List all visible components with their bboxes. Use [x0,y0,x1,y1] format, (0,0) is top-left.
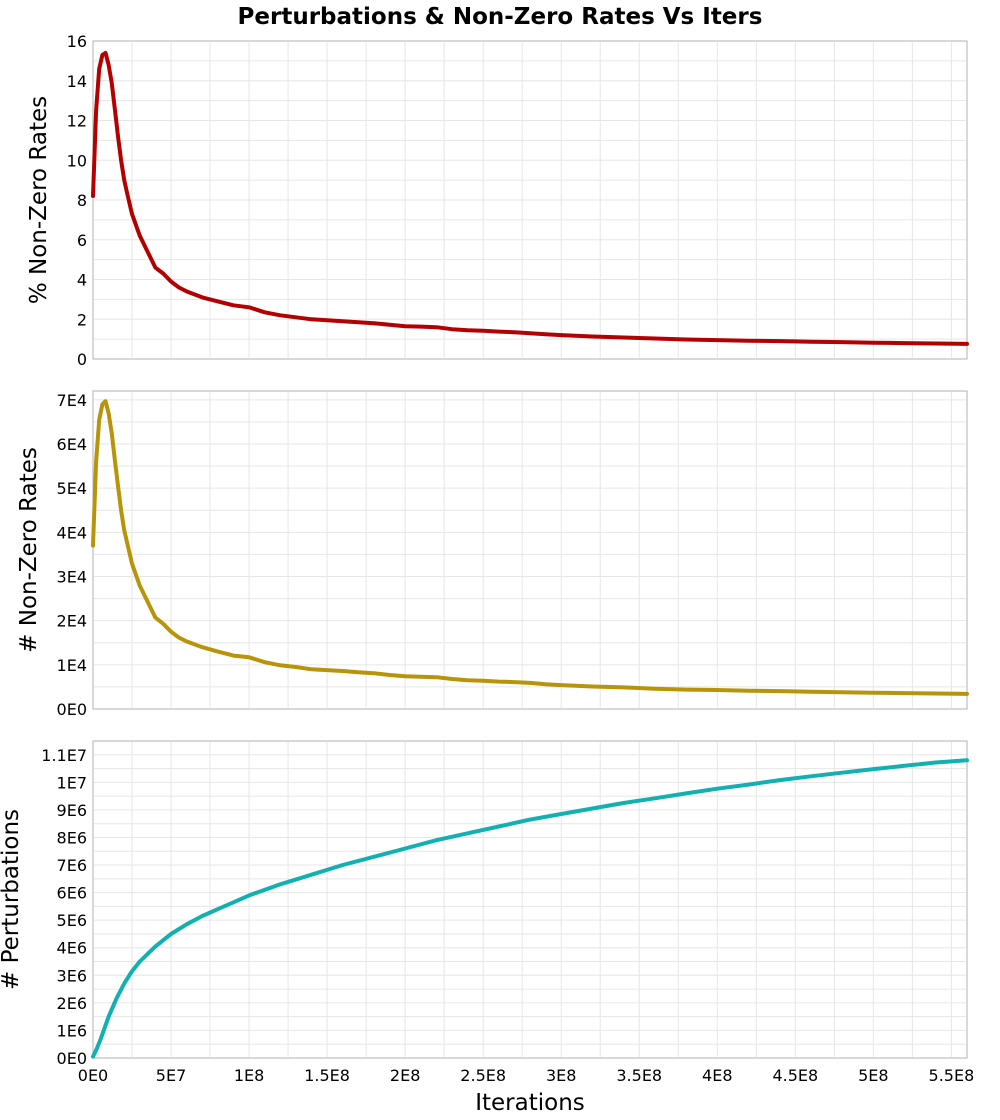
y-axis-label: # Perturbations [0,809,24,990]
y-tick-label: 8 [77,191,87,210]
y-axis-label: # Non-Zero Rates [16,447,42,653]
x-tick-label: 2E8 [390,1066,420,1085]
y-tick-label: 0E0 [57,700,87,719]
y-tick-label: 10 [67,151,87,170]
y-tick-label: 0E0 [57,1049,87,1068]
panel-1: 0 2 4 6 8 10 12 14 16 % Non-Zero Rates [26,32,969,369]
x-tick-label: 4E8 [702,1066,732,1085]
panel-2: 0E0 1E4 2E4 3E4 4E4 5E4 6E4 7E4 # Non-Zero Rates [16,390,969,719]
y-tick-label: 4 [77,271,87,290]
plot-area [92,740,968,1059]
y-tick-label: 7E4 [57,391,87,410]
series-line [91,50,969,346]
y-tick-label: 4E6 [57,939,87,958]
y-tick-label: 7E6 [57,856,87,875]
y-tick-label: 5E4 [57,479,87,498]
y-tick-label: 16 [67,32,87,51]
x-tick-label: 5E8 [858,1066,888,1085]
chart-panels: 0 2 4 6 8 10 12 14 16 % Non-Zero Rates 0E0 1E4 2E4 3E… [0,32,974,1085]
y-tick-label: 12 [67,112,87,131]
y-tick-label: 6E6 [57,884,87,903]
y-tick-label: 0 [77,350,87,369]
y-tick-label: 1.1E7 [41,746,87,765]
y-axis-label: % Non-Zero Rates [26,96,52,304]
y-tick-label: 9E6 [57,801,87,820]
x-tick-label: 3E8 [546,1066,576,1085]
y-tick-label: 1E7 [57,773,87,792]
x-tick-label: 1E8 [234,1066,264,1085]
y-tick-label: 2 [77,310,87,329]
y-tick-label: 14 [67,72,87,91]
y-tick-label: 6E4 [57,435,87,454]
x-tick-label: 1.5E8 [304,1066,350,1085]
x-tick-label: 5.5E8 [929,1066,975,1085]
chart-title: Perturbations & Non-Zero Rates Vs Iters [238,4,763,30]
y-tick-label: 1E4 [57,656,87,675]
y-tick-label: 3E6 [57,966,87,985]
y-tick-label: 5E6 [57,911,87,930]
y-tick-label: 4E4 [57,523,87,542]
panel-3: 0E0 1E6 2E6 3E6 4E6 5E6 6E6 7E6 8E6 9E6 1E7 1.1E7 # … [0,740,975,1085]
series-line [91,399,969,696]
x-axis-label: Iterations [475,1090,585,1116]
y-tick-label: 2E6 [57,994,87,1013]
y-tick-label: 8E6 [57,828,87,847]
x-tick-label: 0E0 [78,1066,108,1085]
x-tick-label: 5E7 [156,1066,186,1085]
y-tick-label: 6 [77,231,87,250]
plot-area [92,390,968,710]
series-line [91,758,969,1059]
x-tick-label: 2.5E8 [460,1066,506,1085]
y-tick-label: 2E4 [57,612,87,631]
y-tick-label: 1E6 [57,1021,87,1040]
x-tick-label: 3.5E8 [616,1066,662,1085]
x-tick-label: 4.5E8 [772,1066,818,1085]
y-tick-label: 3E4 [57,568,87,587]
